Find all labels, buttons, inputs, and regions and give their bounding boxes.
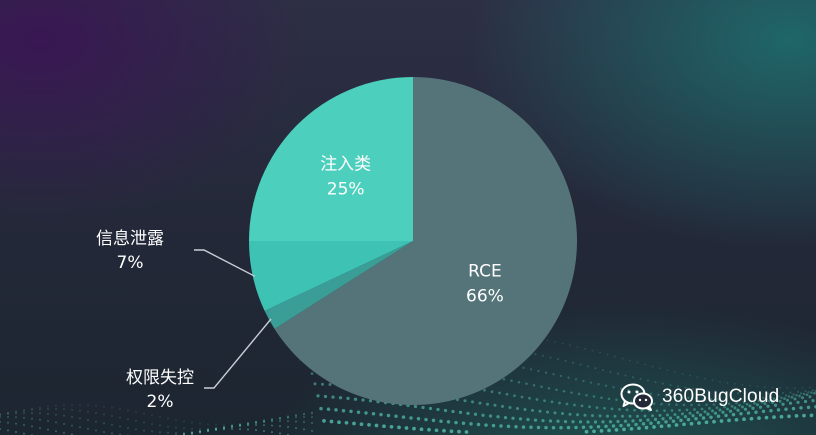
slice-value-label: 7% xyxy=(117,253,144,273)
pie-slice xyxy=(274,77,577,405)
leader-line xyxy=(204,318,272,389)
wechat-icon xyxy=(620,383,653,411)
watermark-text: 360BugCloud xyxy=(662,386,780,407)
slice-value-label: 25% xyxy=(327,180,365,200)
slice-value-label: 2% xyxy=(147,392,174,412)
slice-label: 权限失控 xyxy=(126,368,194,388)
slice-value-label: 66% xyxy=(466,287,504,307)
pie-slices xyxy=(249,77,577,405)
pie-slice xyxy=(249,241,413,311)
pie-slice xyxy=(249,77,413,241)
pie-slice xyxy=(264,241,413,329)
pie-labels: RCE 66% 权限失控 2% 信息泄露 7% 注入类 25% xyxy=(96,155,504,412)
leader-line xyxy=(194,249,256,277)
slice-label: 信息泄露 xyxy=(96,229,164,249)
watermark: 360BugCloud xyxy=(620,380,779,414)
slice-label: RCE xyxy=(468,262,502,282)
slice-label: 注入类 xyxy=(320,155,371,175)
